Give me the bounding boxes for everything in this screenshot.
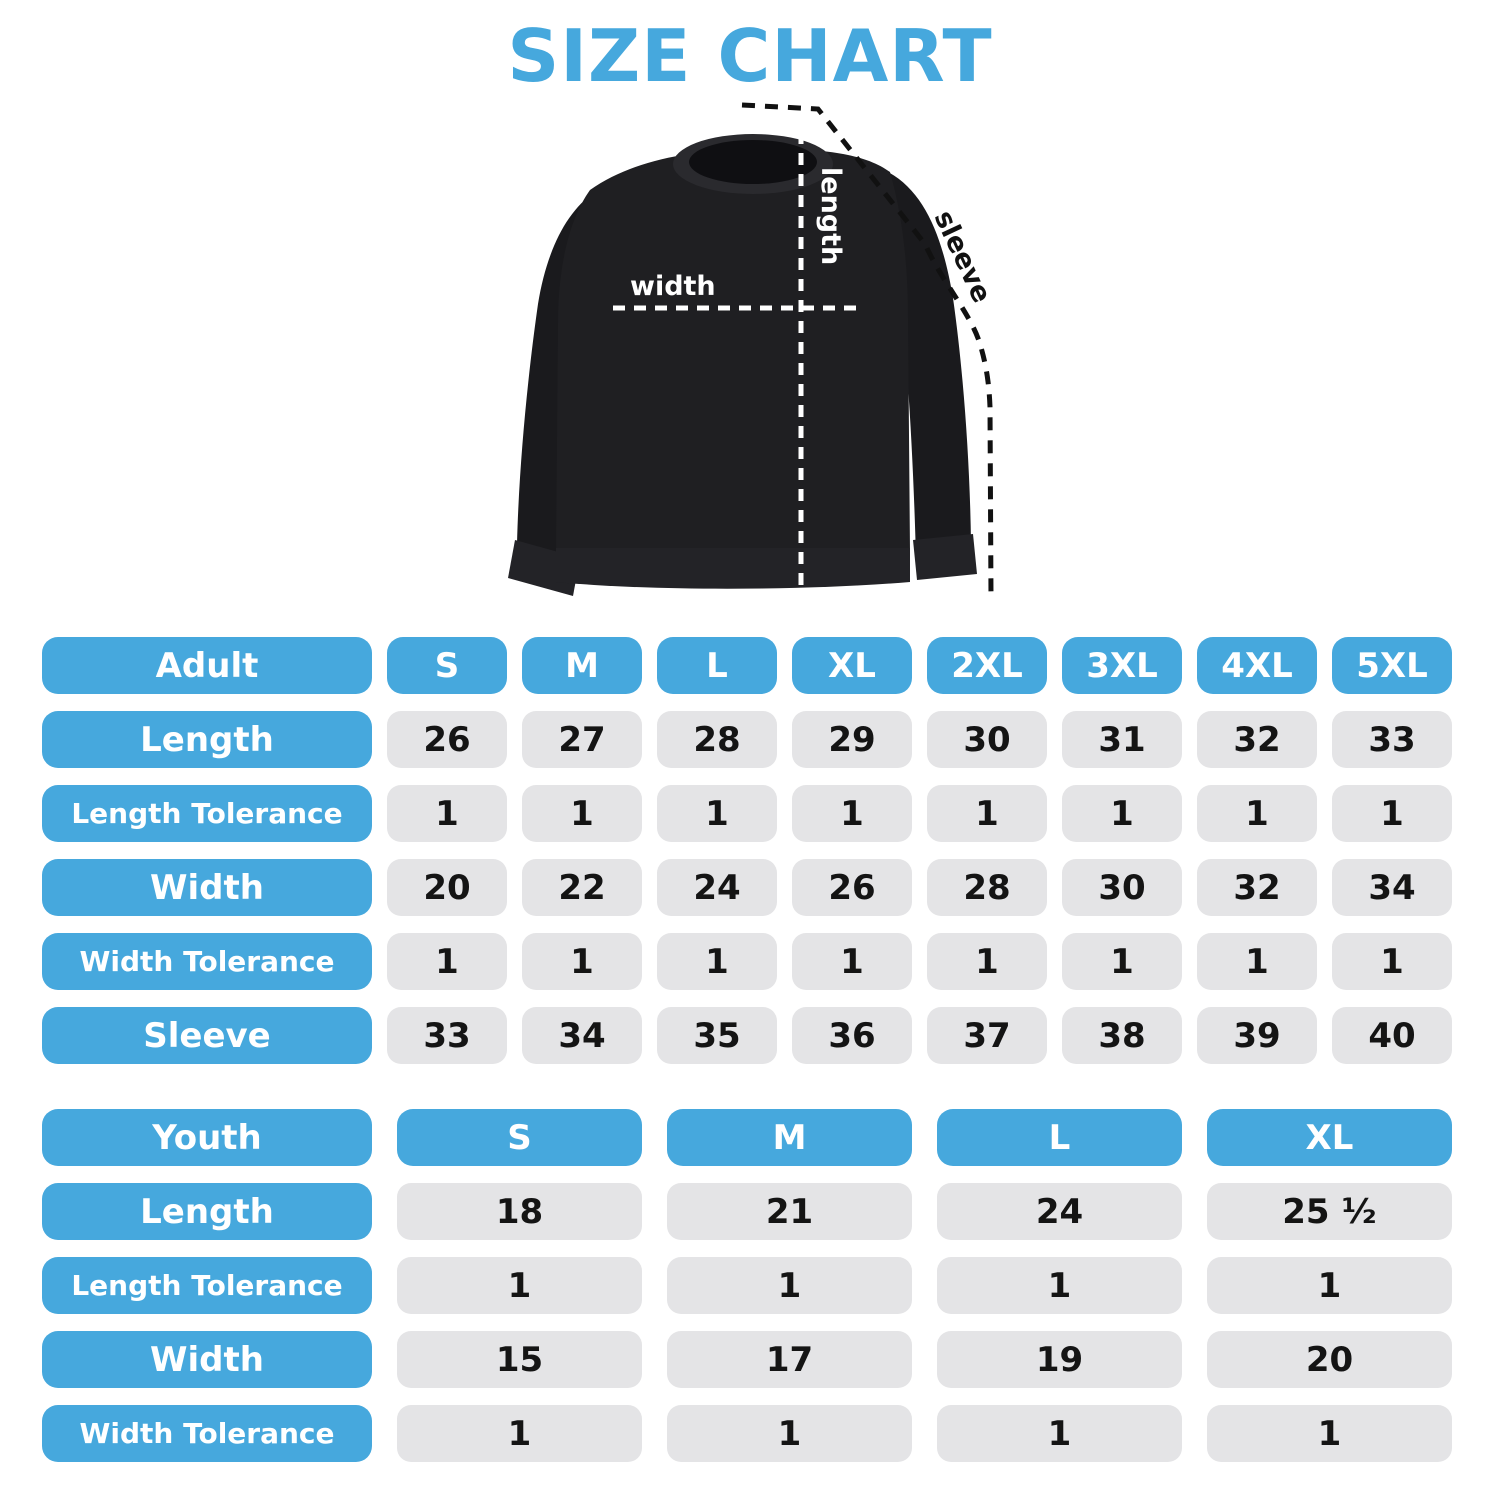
sweatshirt-diagram: width length sleeve bbox=[470, 92, 1030, 632]
value-cell: 1 bbox=[522, 933, 642, 990]
value-cell: 26 bbox=[387, 711, 507, 768]
value-cell: 33 bbox=[1332, 711, 1452, 768]
size-header-cell: 3XL bbox=[1062, 637, 1182, 694]
size-header-cell: M bbox=[667, 1109, 912, 1166]
value-cell: 39 bbox=[1197, 1007, 1317, 1064]
collar-inner bbox=[689, 140, 817, 184]
size-header-cell: XL bbox=[1207, 1109, 1452, 1166]
value-cell: 30 bbox=[1062, 859, 1182, 916]
value-cell: 1 bbox=[1197, 785, 1317, 842]
size-header-cell: 2XL bbox=[927, 637, 1047, 694]
row-label-cell: Width bbox=[42, 1331, 372, 1388]
value-cell: 40 bbox=[1332, 1007, 1452, 1064]
table-title-cell: Adult bbox=[42, 637, 372, 694]
sweatshirt-image: width length sleeve bbox=[508, 102, 997, 598]
value-cell: 34 bbox=[1332, 859, 1452, 916]
value-cell: 31 bbox=[1062, 711, 1182, 768]
row-label-cell: Length bbox=[42, 1183, 372, 1240]
value-cell: 1 bbox=[1207, 1257, 1452, 1314]
value-cell: 1 bbox=[397, 1405, 642, 1462]
value-cell: 1 bbox=[937, 1257, 1182, 1314]
value-cell: 24 bbox=[657, 859, 777, 916]
size-header-cell: L bbox=[657, 637, 777, 694]
sleeve-measure-line bbox=[741, 102, 994, 598]
size-header-cell: XL bbox=[792, 637, 912, 694]
value-cell: 38 bbox=[1062, 1007, 1182, 1064]
value-cell: 1 bbox=[1062, 785, 1182, 842]
value-cell: 30 bbox=[927, 711, 1047, 768]
row-label-cell: Width Tolerance bbox=[42, 933, 372, 990]
size-header-cell: 5XL bbox=[1332, 637, 1452, 694]
value-cell: 1 bbox=[667, 1405, 912, 1462]
value-cell: 20 bbox=[387, 859, 507, 916]
row-label-cell: Length Tolerance bbox=[42, 1257, 372, 1314]
value-cell: 28 bbox=[657, 711, 777, 768]
value-cell: 22 bbox=[522, 859, 642, 916]
value-cell: 18 bbox=[397, 1183, 642, 1240]
value-cell: 1 bbox=[927, 785, 1047, 842]
value-cell: 1 bbox=[1332, 785, 1452, 842]
value-cell: 1 bbox=[387, 933, 507, 990]
value-cell: 1 bbox=[927, 933, 1047, 990]
value-cell: 1 bbox=[387, 785, 507, 842]
value-cell: 24 bbox=[937, 1183, 1182, 1240]
value-cell: 1 bbox=[397, 1257, 642, 1314]
value-cell: 25 ¹⁄₂ bbox=[1207, 1183, 1452, 1240]
shirt-body bbox=[556, 148, 910, 553]
value-cell: 32 bbox=[1197, 711, 1317, 768]
value-cell: 1 bbox=[667, 1257, 912, 1314]
width-label: width bbox=[630, 271, 716, 302]
value-cell: 17 bbox=[667, 1331, 912, 1388]
value-cell: 21 bbox=[667, 1183, 912, 1240]
row-label-cell: Sleeve bbox=[42, 1007, 372, 1064]
value-cell: 26 bbox=[792, 859, 912, 916]
right-cuff bbox=[913, 534, 977, 580]
value-cell: 15 bbox=[397, 1331, 642, 1388]
row-label-cell: Width Tolerance bbox=[42, 1405, 372, 1462]
value-cell: 20 bbox=[1207, 1331, 1452, 1388]
size-header-cell: S bbox=[397, 1109, 642, 1166]
row-label-cell: Length bbox=[42, 711, 372, 768]
value-cell: 1 bbox=[792, 785, 912, 842]
value-cell: 1 bbox=[1062, 933, 1182, 990]
size-header-cell: 4XL bbox=[1197, 637, 1317, 694]
table-title-cell: Youth bbox=[42, 1109, 372, 1166]
row-label-cell: Length Tolerance bbox=[42, 785, 372, 842]
page-title: SIZE CHART bbox=[507, 14, 993, 98]
value-cell: 1 bbox=[937, 1405, 1182, 1462]
size-header-cell: S bbox=[387, 637, 507, 694]
value-cell: 1 bbox=[657, 785, 777, 842]
value-cell: 19 bbox=[937, 1331, 1182, 1388]
value-cell: 35 bbox=[657, 1007, 777, 1064]
value-cell: 1 bbox=[1332, 933, 1452, 990]
value-cell: 28 bbox=[927, 859, 1047, 916]
youth-size-table: Youth S M L XL Length 18 21 24 25 ¹⁄₂ Length Toler… bbox=[42, 1109, 1452, 1462]
value-cell: 36 bbox=[792, 1007, 912, 1064]
value-cell: 27 bbox=[522, 711, 642, 768]
hem-ribbing bbox=[556, 548, 910, 589]
value-cell: 1 bbox=[1207, 1405, 1452, 1462]
value-cell: 1 bbox=[792, 933, 912, 990]
size-header-cell: M bbox=[522, 637, 642, 694]
value-cell: 1 bbox=[1197, 933, 1317, 990]
value-cell: 1 bbox=[657, 933, 777, 990]
row-label-cell: Width bbox=[42, 859, 372, 916]
value-cell: 34 bbox=[522, 1007, 642, 1064]
size-header-cell: L bbox=[937, 1109, 1182, 1166]
adult-size-table: Adult S M L XL 2XL 3XL 4XL 5XL Length 26 27 28 29 30 31… bbox=[42, 637, 1452, 1064]
value-cell: 29 bbox=[792, 711, 912, 768]
value-cell: 1 bbox=[522, 785, 642, 842]
value-cell: 37 bbox=[927, 1007, 1047, 1064]
value-cell: 33 bbox=[387, 1007, 507, 1064]
length-label: length bbox=[815, 167, 846, 265]
value-cell: 32 bbox=[1197, 859, 1317, 916]
